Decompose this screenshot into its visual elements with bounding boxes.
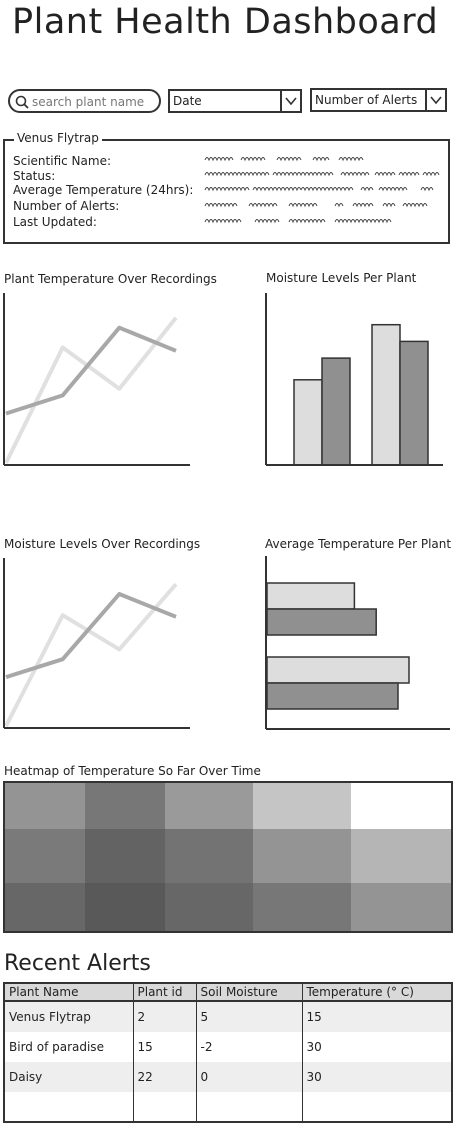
- heat-cell-r2-c3: [165, 829, 253, 883]
- alerts-dropdown-button[interactable]: [425, 90, 445, 110]
- hbar-1-series-1: [266, 582, 356, 610]
- temp-recordings-chart: [3, 293, 190, 466]
- heat-cell-r3-c5: [351, 883, 453, 933]
- hbar-1-series-2: [266, 608, 377, 636]
- series-line-2: [5, 325, 177, 416]
- status-value: [204, 172, 440, 177]
- table-row[interactable]: Venus Flytrap 2 5 15: [5, 1001, 451, 1032]
- col-temperature[interactable]: Temperature (° C): [302, 984, 451, 1002]
- heatmap-title: Heatmap of Temperature So Far Over Time: [4, 764, 261, 778]
- moisture-per-plant-title: Moisture Levels Per Plant: [266, 271, 417, 285]
- heat-cell-r1-c5: [351, 781, 453, 829]
- recent-alerts-table: Plant Name Plant id Soil Moisture Temper…: [3, 982, 453, 1123]
- cell-plant-id: 15: [133, 1032, 197, 1062]
- heat-cell-r3-c2: [85, 883, 165, 933]
- avg-temperature-value: [204, 187, 434, 192]
- cell-temperature: 15: [302, 1001, 451, 1032]
- table-row[interactable]: Bird of paradise 15 -2 30: [5, 1032, 451, 1062]
- number-of-alerts-label: Number of Alerts:: [13, 199, 120, 213]
- heat-cell-r2-c1: [3, 829, 85, 883]
- table-row[interactable]: [5, 1092, 451, 1122]
- scientific-name-label: Scientific Name:: [13, 154, 111, 168]
- chevron-down-icon: [430, 96, 442, 105]
- heat-cell-r2-c5: [351, 829, 453, 883]
- heatmap-border: [3, 781, 453, 933]
- bar-1-series-2: [321, 357, 351, 466]
- moisture-per-plant-chart: [265, 293, 443, 466]
- cell-temperature: [302, 1092, 451, 1122]
- cell-soil-moisture: 0: [196, 1062, 303, 1092]
- search-icon: [15, 95, 29, 109]
- cell-plant-name: [5, 1092, 134, 1122]
- cell-plant-id: 22: [133, 1062, 197, 1092]
- temp-recordings-title: Plant Temperature Over Recordings: [4, 272, 217, 286]
- heat-cell-r2-c2: [85, 829, 165, 883]
- last-updated-label: Last Updated:: [13, 215, 97, 229]
- hbar-2-series-1: [266, 656, 410, 684]
- cell-plant-id: [133, 1092, 197, 1122]
- plant-info-title: Venus Flytrap: [14, 131, 102, 145]
- series-line-2: [5, 592, 177, 680]
- avg-temp-per-plant-chart: [265, 556, 450, 730]
- col-soil-moisture[interactable]: Soil Moisture: [196, 984, 303, 1002]
- number-of-alerts-select[interactable]: Number of Alerts: [310, 88, 447, 112]
- date-select[interactable]: Date: [168, 89, 302, 113]
- cell-plant-name: Venus Flytrap: [5, 1001, 134, 1032]
- series-line-1: [4, 582, 178, 727]
- avg-temperature-label: Average Temperature (24hrs):: [13, 183, 194, 197]
- moisture-recordings-chart: [3, 558, 190, 729]
- placeholder-values: [204, 157, 440, 224]
- heat-cell-r3-c1: [3, 883, 85, 933]
- heat-cell-r1-c2: [85, 781, 165, 829]
- heat-cell-r1-c1: [3, 781, 85, 829]
- cell-temperature: 30: [302, 1062, 451, 1092]
- alerts-select-value: Number of Alerts: [315, 93, 418, 107]
- search-input[interactable]: [30, 93, 162, 111]
- scientific-name-value: [204, 157, 364, 162]
- number-of-alerts-value: [204, 203, 428, 208]
- heat-cell-r1-c4: [253, 781, 351, 829]
- date-dropdown-button[interactable]: [280, 91, 300, 111]
- heat-cell-r1-c3: [165, 781, 253, 829]
- table-row[interactable]: Daisy 22 0 30: [5, 1062, 451, 1092]
- cell-soil-moisture: 5: [196, 1001, 303, 1032]
- avg-temp-per-plant-title: Average Temperature Per Plant: [265, 537, 452, 551]
- heat-cell-r2-c4: [253, 829, 351, 883]
- hbar-2-series-2: [266, 682, 399, 710]
- table-header-row: Plant Name Plant id Soil Moisture Temper…: [5, 984, 451, 1002]
- heat-cell-r3-c3: [165, 883, 253, 933]
- status-label: Status:: [13, 169, 56, 183]
- bar-2-series-1: [371, 323, 401, 466]
- cell-plant-name: Bird of paradise: [5, 1032, 134, 1062]
- cell-soil-moisture: -2: [196, 1032, 303, 1062]
- cell-soil-moisture: [196, 1092, 303, 1122]
- moisture-recordings-title: Moisture Levels Over Recordings: [4, 537, 201, 551]
- plant-info-panel: [3, 139, 450, 244]
- date-select-value: Date: [173, 94, 202, 108]
- recent-alerts-title: Recent Alerts: [4, 951, 151, 976]
- bar-2-series-2: [399, 340, 429, 466]
- cell-plant-id: 2: [133, 1001, 197, 1032]
- temperature-heatmap: [3, 781, 453, 933]
- cell-temperature: 30: [306, 1040, 322, 1054]
- last-updated-value: [204, 219, 392, 224]
- search-box[interactable]: [8, 89, 162, 113]
- page-title: Plant Health Dashboard: [12, 2, 439, 42]
- chevron-down-icon: [285, 97, 297, 106]
- col-plant-name[interactable]: Plant Name: [5, 984, 134, 1002]
- bar-1-series-1: [293, 379, 323, 466]
- cell-plant-name: Daisy: [5, 1062, 134, 1092]
- col-plant-id[interactable]: Plant id: [133, 984, 197, 1002]
- heat-cell-r3-c4: [253, 883, 351, 933]
